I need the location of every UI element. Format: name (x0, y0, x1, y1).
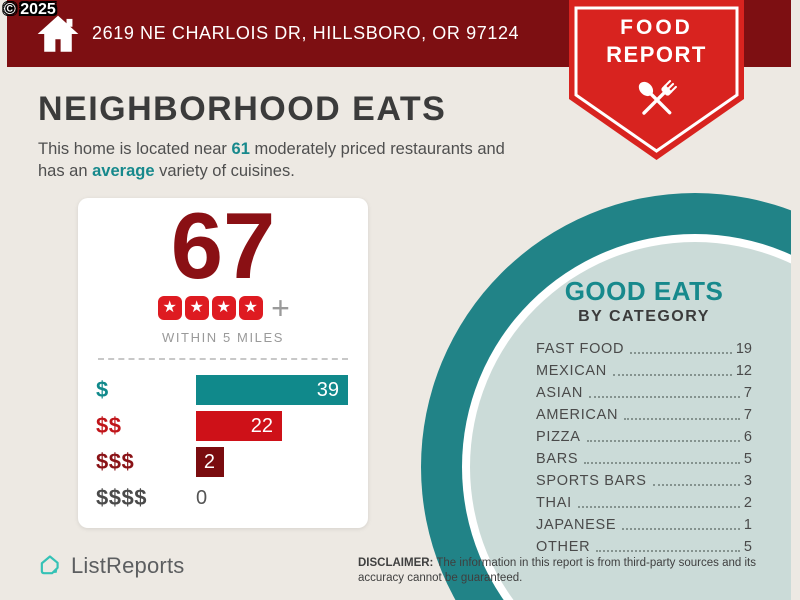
star-rating: ★ ★ ★ ★ + (96, 290, 350, 326)
price-bar: 22 (196, 411, 282, 441)
home-icon (37, 15, 79, 52)
dashed-divider (98, 358, 348, 360)
dotted-leader (624, 418, 740, 420)
star-icon: ★ (184, 296, 209, 320)
category-label: FAST FOOD (536, 341, 625, 357)
category-count: 3 (743, 473, 752, 489)
category-count: 5 (743, 451, 752, 467)
category-label: OTHER (536, 539, 591, 555)
price-bar-value: 0 (196, 486, 208, 509)
badge-line1: FOOD (620, 16, 693, 39)
listreports-logo: ListReports (36, 552, 184, 579)
category-count: 2 (743, 495, 752, 511)
dotted-leader (630, 352, 732, 354)
category-label: AMERICAN (536, 407, 619, 423)
category-label: ASIAN (536, 385, 584, 401)
dotted-leader (589, 396, 740, 398)
brand-name: ListReports (71, 552, 185, 578)
price-bar-value: 2 (203, 450, 215, 473)
disclaimer: DISCLAIMER: The information in this repo… (358, 557, 756, 584)
restaurant-score: 67 (170, 193, 276, 298)
copyright-watermark: © 2025 (4, 1, 56, 18)
intro-text: This home is located near 61 moderately … (38, 139, 568, 183)
price-row: $39 (96, 375, 350, 405)
radius-label: WITHIN 5 MILES (161, 330, 285, 345)
good-eats-title: GOOD EATS (564, 276, 724, 306)
category-count: 7 (743, 385, 752, 401)
price-label: $ (96, 377, 109, 402)
star-icon: ★ (238, 296, 263, 320)
restaurant-score-card: 67 ★ ★ ★ ★ + WITHIN 5 MILES $39 $$ 22 $$$ 2 $$$$ 0 (78, 198, 368, 528)
price-level-chart: $39 $$ 22 $$$ 2 $$$$ 0 (96, 375, 350, 513)
price-row: $$$ 2 (96, 447, 350, 477)
star-icon: ★ (157, 296, 182, 320)
category-label: MEXICAN (536, 363, 607, 379)
page-title: NEIGHBORHOOD EATS (38, 90, 447, 128)
category-count: 6 (743, 429, 752, 445)
food-report-badge: FOOD REPORT (569, 0, 744, 163)
category-count: 1 (743, 517, 752, 533)
category-row: OTHER 5 (536, 539, 752, 555)
dotted-leader (612, 374, 732, 376)
good-eats-subtitle: BY CATEGORY (578, 308, 710, 325)
property-address: 2619 NE CHARLOIS DR, HILLSBORO, OR 97124 (92, 23, 520, 43)
dotted-leader (622, 528, 740, 530)
spoon-fork-icon (638, 80, 677, 115)
category-count: 12 (735, 363, 752, 379)
price-bar: 39 (196, 375, 348, 405)
variety-highlight: average (92, 161, 155, 180)
ribbon-shape (569, 0, 744, 160)
category-count: 19 (735, 341, 752, 357)
category-label: BARS (536, 451, 579, 467)
category-row: THAI 2 (536, 495, 752, 511)
category-row: PIZZA 6 (536, 429, 752, 445)
price-bar-value: 22 (250, 414, 273, 437)
restaurant-count: 61 (231, 140, 250, 158)
badge-line2: REPORT (606, 42, 707, 67)
price-bar: 2 (196, 447, 224, 477)
dotted-leader (596, 550, 740, 552)
category-list: FAST FOOD 19 MEXICAN 12 ASIAN 7 AMERICAN 7 PIZZA… (536, 341, 752, 555)
dotted-leader (577, 506, 740, 508)
price-row: $$$$ 0 (96, 483, 350, 513)
disclaimer-label: DISCLAIMER: (358, 557, 434, 569)
category-row: MEXICAN 12 (536, 363, 752, 379)
price-label: $$$$ (96, 485, 147, 510)
category-row: FAST FOOD 19 (536, 341, 752, 357)
category-row: ASIAN 7 (536, 385, 752, 401)
dotted-leader (586, 440, 740, 442)
category-label: PIZZA (536, 429, 581, 445)
dotted-leader (584, 462, 740, 464)
category-row: JAPANESE 1 (536, 517, 752, 533)
category-label: JAPANESE (536, 517, 617, 533)
intro-line2: has an average variety of cuisines. (38, 161, 295, 180)
price-bar-value: 39 (316, 378, 339, 401)
plus-icon: + (271, 290, 290, 326)
star-icon: ★ (211, 296, 236, 320)
price-row: $$ 22 (96, 411, 350, 441)
intro-line1: This home is located near 61 moderately … (38, 140, 505, 158)
price-label: $$$ (96, 449, 135, 474)
category-label: SPORTS BARS (536, 473, 647, 489)
category-count: 5 (743, 539, 752, 555)
category-row: AMERICAN 7 (536, 407, 752, 423)
dotted-leader (652, 484, 740, 486)
category-row: BARS 5 (536, 451, 752, 467)
listreports-icon (40, 555, 59, 575)
category-count: 7 (743, 407, 752, 423)
good-eats-panel: GOOD EATS BY CATEGORY FAST FOOD 19 MEXICAN… (536, 276, 752, 562)
category-row: SPORTS BARS 3 (536, 473, 752, 489)
price-label: $$ (96, 413, 122, 438)
category-label: THAI (536, 495, 572, 511)
